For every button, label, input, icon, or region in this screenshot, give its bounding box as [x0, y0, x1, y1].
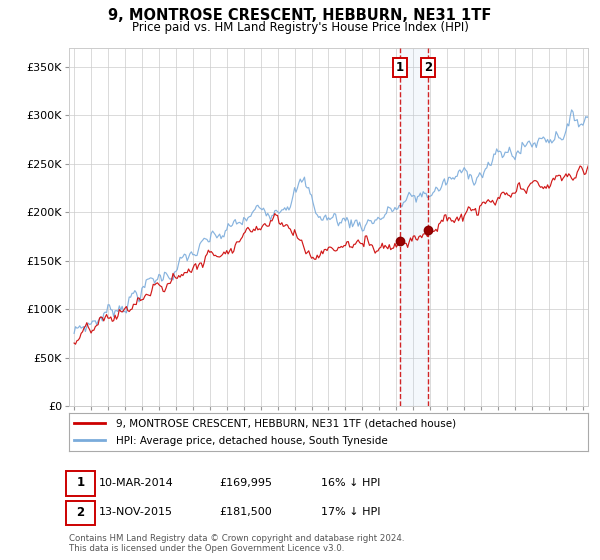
Text: 10-MAR-2014: 10-MAR-2014 — [99, 478, 174, 488]
Text: 1: 1 — [395, 61, 404, 74]
Text: 2: 2 — [76, 506, 85, 519]
Text: HPI: Average price, detached house, South Tyneside: HPI: Average price, detached house, Sout… — [116, 436, 388, 446]
Text: 1: 1 — [76, 476, 85, 489]
Text: 9, MONTROSE CRESCENT, HEBBURN, NE31 1TF (detached house): 9, MONTROSE CRESCENT, HEBBURN, NE31 1TF … — [116, 418, 456, 428]
Text: Contains HM Land Registry data © Crown copyright and database right 2024.
This d: Contains HM Land Registry data © Crown c… — [69, 534, 404, 553]
Text: 2: 2 — [424, 61, 432, 74]
Text: 9, MONTROSE CRESCENT, HEBBURN, NE31 1TF: 9, MONTROSE CRESCENT, HEBBURN, NE31 1TF — [109, 8, 491, 24]
Text: 16% ↓ HPI: 16% ↓ HPI — [321, 478, 380, 488]
Text: Price paid vs. HM Land Registry's House Price Index (HPI): Price paid vs. HM Land Registry's House … — [131, 21, 469, 34]
Text: £181,500: £181,500 — [219, 507, 272, 517]
Bar — [400, 48, 428, 406]
Text: 17% ↓ HPI: 17% ↓ HPI — [321, 507, 380, 517]
Text: 13-NOV-2015: 13-NOV-2015 — [99, 507, 173, 517]
Text: £169,995: £169,995 — [219, 478, 272, 488]
